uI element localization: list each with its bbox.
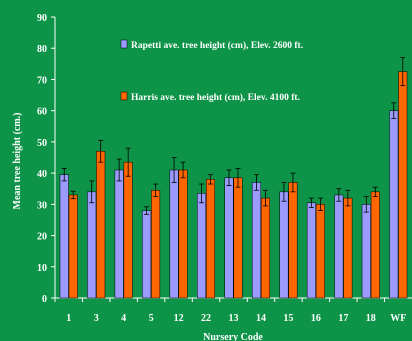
x-tick-label: WF	[390, 313, 406, 324]
x-tick-label: 18	[366, 313, 376, 324]
bar-rapetti	[334, 194, 344, 299]
y-tick-label: 80	[37, 44, 47, 55]
bar-harris	[68, 194, 78, 299]
bar-rapetti	[114, 169, 124, 299]
bar-rapetti	[197, 193, 207, 299]
bar-harris	[288, 182, 298, 299]
bar-harris	[315, 204, 325, 299]
y-tick-label: 0	[42, 294, 47, 305]
bar-rapetti	[279, 191, 289, 299]
bar-rapetti	[169, 169, 179, 299]
y-tick-label: 70	[37, 75, 47, 86]
bar-rapetti	[306, 202, 316, 299]
legend-label-rapetti: Rapetti ave. tree height (cm), Elev. 260…	[131, 40, 303, 51]
bar-harris	[233, 177, 243, 299]
x-tick-label: 5	[149, 313, 154, 324]
bar-harris	[178, 169, 188, 299]
legend: Rapetti ave. tree height (cm), Elev. 260…	[120, 39, 303, 103]
y-tick-label: 50	[37, 138, 47, 149]
legend-swatch-rapetti	[120, 39, 128, 49]
bar-harris	[151, 190, 161, 299]
bar-rapetti	[251, 182, 261, 299]
y-axis: 0 10 20 30 40 50 60 70 80 90	[37, 13, 56, 305]
bar-rapetti	[59, 174, 69, 299]
bars	[59, 57, 408, 299]
x-tick-label: 3	[94, 313, 99, 324]
bar-rapetti	[142, 210, 152, 299]
bar-rapetti	[87, 191, 97, 299]
x-tick-label: 4	[121, 313, 126, 324]
x-axis: 1 3 4 5 12 22 13 14 15 16 17 18 WF	[54, 297, 412, 324]
x-tick-label: 17	[338, 313, 348, 324]
x-tick-label: 14	[256, 313, 266, 324]
bar-harris	[260, 197, 270, 299]
x-tick-label: 12	[174, 313, 184, 324]
y-tick-label: 30	[37, 200, 47, 211]
y-tick-label: 40	[37, 169, 47, 180]
y-tick-label: 90	[37, 13, 47, 24]
bar-harris	[206, 179, 216, 299]
bar-rapetti	[224, 177, 234, 299]
bar-rapetti	[361, 204, 371, 299]
bar-harris	[96, 151, 106, 299]
legend-label-harris: Harris ave. tree height (cm), Elev. 4100…	[131, 92, 300, 103]
x-tick-label: 22	[201, 313, 211, 324]
y-tick-label: 20	[37, 232, 47, 243]
bar-harris	[123, 161, 133, 299]
bar-harris	[343, 197, 353, 299]
x-tick-label: 13	[229, 313, 239, 324]
bar-harris	[370, 191, 380, 299]
x-tick-label: 1	[66, 313, 71, 324]
y-tick-label: 10	[37, 263, 47, 274]
x-tick-label: 16	[311, 313, 321, 324]
x-tick-label: 15	[283, 313, 293, 324]
legend-swatch-harris	[120, 91, 128, 101]
x-axis-label: Nursery Code	[203, 332, 263, 341]
y-tick-label: 60	[37, 107, 47, 118]
y-axis-label: Mean tree height (cm.)	[12, 112, 23, 209]
bar-rapetti	[389, 110, 399, 299]
bar-harris	[398, 71, 408, 299]
